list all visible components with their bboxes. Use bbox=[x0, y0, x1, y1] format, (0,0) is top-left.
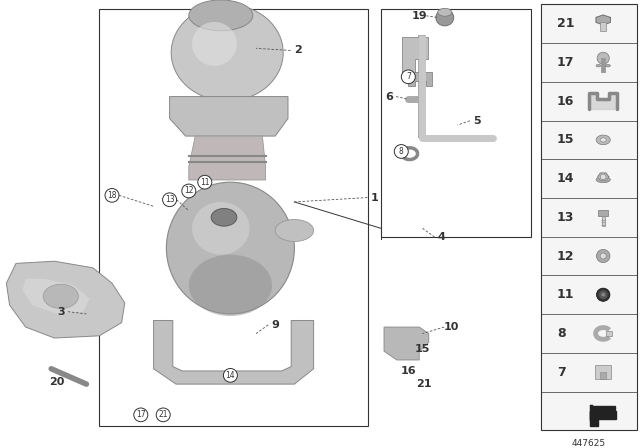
Circle shape bbox=[223, 369, 237, 382]
Text: 8: 8 bbox=[399, 147, 404, 156]
Polygon shape bbox=[189, 136, 266, 180]
Text: 10: 10 bbox=[444, 322, 459, 332]
Ellipse shape bbox=[192, 202, 250, 254]
Text: 13: 13 bbox=[164, 195, 175, 204]
Ellipse shape bbox=[438, 9, 452, 16]
Text: 12: 12 bbox=[557, 250, 574, 263]
Polygon shape bbox=[591, 406, 615, 412]
Text: 16: 16 bbox=[401, 366, 416, 376]
Text: 19: 19 bbox=[412, 11, 427, 21]
Polygon shape bbox=[170, 97, 288, 136]
Ellipse shape bbox=[600, 138, 606, 142]
Bar bbox=[595, 365, 611, 379]
Text: 9: 9 bbox=[271, 320, 279, 330]
Circle shape bbox=[182, 184, 196, 198]
Text: 6: 6 bbox=[385, 91, 393, 102]
Ellipse shape bbox=[43, 284, 79, 308]
Text: 4: 4 bbox=[438, 232, 445, 242]
Polygon shape bbox=[384, 327, 429, 360]
Text: 12: 12 bbox=[184, 186, 193, 195]
Text: 14: 14 bbox=[225, 371, 236, 380]
Polygon shape bbox=[402, 37, 428, 77]
Bar bbox=[602, 215, 605, 226]
Text: 11: 11 bbox=[557, 288, 574, 301]
Text: 7: 7 bbox=[557, 366, 566, 379]
Bar bbox=[607, 332, 612, 336]
Text: 21: 21 bbox=[159, 410, 168, 419]
Circle shape bbox=[163, 193, 177, 207]
Bar bbox=[600, 372, 607, 379]
Ellipse shape bbox=[596, 250, 610, 263]
Ellipse shape bbox=[192, 22, 237, 66]
Ellipse shape bbox=[596, 135, 611, 145]
Circle shape bbox=[401, 70, 415, 84]
Polygon shape bbox=[22, 279, 90, 314]
Text: 1: 1 bbox=[371, 193, 378, 202]
Text: 3: 3 bbox=[57, 307, 65, 317]
Text: 447625: 447625 bbox=[572, 439, 606, 448]
Text: 14: 14 bbox=[557, 172, 574, 185]
Circle shape bbox=[394, 145, 408, 158]
Ellipse shape bbox=[436, 9, 454, 26]
Bar bbox=[381, 9, 531, 237]
Ellipse shape bbox=[275, 220, 314, 241]
Bar bbox=[600, 22, 606, 31]
Text: 8: 8 bbox=[557, 327, 565, 340]
Ellipse shape bbox=[189, 0, 253, 31]
Ellipse shape bbox=[605, 65, 611, 67]
Circle shape bbox=[597, 52, 609, 64]
Polygon shape bbox=[590, 411, 598, 426]
Polygon shape bbox=[408, 73, 432, 86]
Ellipse shape bbox=[596, 177, 611, 183]
Text: 5: 5 bbox=[473, 116, 481, 126]
Circle shape bbox=[600, 174, 606, 180]
Polygon shape bbox=[590, 411, 616, 418]
Ellipse shape bbox=[596, 65, 601, 67]
Text: 7: 7 bbox=[406, 72, 411, 82]
Text: 20: 20 bbox=[49, 377, 64, 387]
Text: 18: 18 bbox=[108, 191, 116, 200]
Text: 13: 13 bbox=[557, 211, 574, 224]
Ellipse shape bbox=[189, 254, 272, 316]
Polygon shape bbox=[6, 261, 125, 338]
Text: 2: 2 bbox=[294, 46, 301, 56]
Polygon shape bbox=[596, 15, 611, 25]
Ellipse shape bbox=[596, 288, 610, 302]
Bar bbox=[541, 4, 637, 430]
Circle shape bbox=[156, 408, 170, 422]
Text: 15: 15 bbox=[415, 344, 430, 354]
Ellipse shape bbox=[166, 182, 294, 314]
Text: 15: 15 bbox=[557, 134, 574, 146]
Text: 17: 17 bbox=[136, 410, 146, 419]
Bar bbox=[99, 9, 368, 426]
Ellipse shape bbox=[211, 208, 237, 226]
Polygon shape bbox=[154, 320, 314, 384]
Ellipse shape bbox=[600, 253, 606, 259]
Polygon shape bbox=[598, 173, 609, 181]
Circle shape bbox=[105, 189, 119, 202]
Circle shape bbox=[198, 175, 212, 189]
Ellipse shape bbox=[172, 4, 284, 101]
Ellipse shape bbox=[601, 293, 605, 297]
Text: 16: 16 bbox=[557, 95, 574, 108]
Text: 21: 21 bbox=[416, 379, 431, 389]
Text: 21: 21 bbox=[557, 17, 574, 30]
Text: 11: 11 bbox=[200, 178, 209, 187]
Ellipse shape bbox=[598, 290, 608, 299]
Text: 17: 17 bbox=[557, 56, 574, 69]
Circle shape bbox=[134, 408, 148, 422]
Polygon shape bbox=[589, 93, 617, 109]
Bar bbox=[598, 210, 608, 216]
